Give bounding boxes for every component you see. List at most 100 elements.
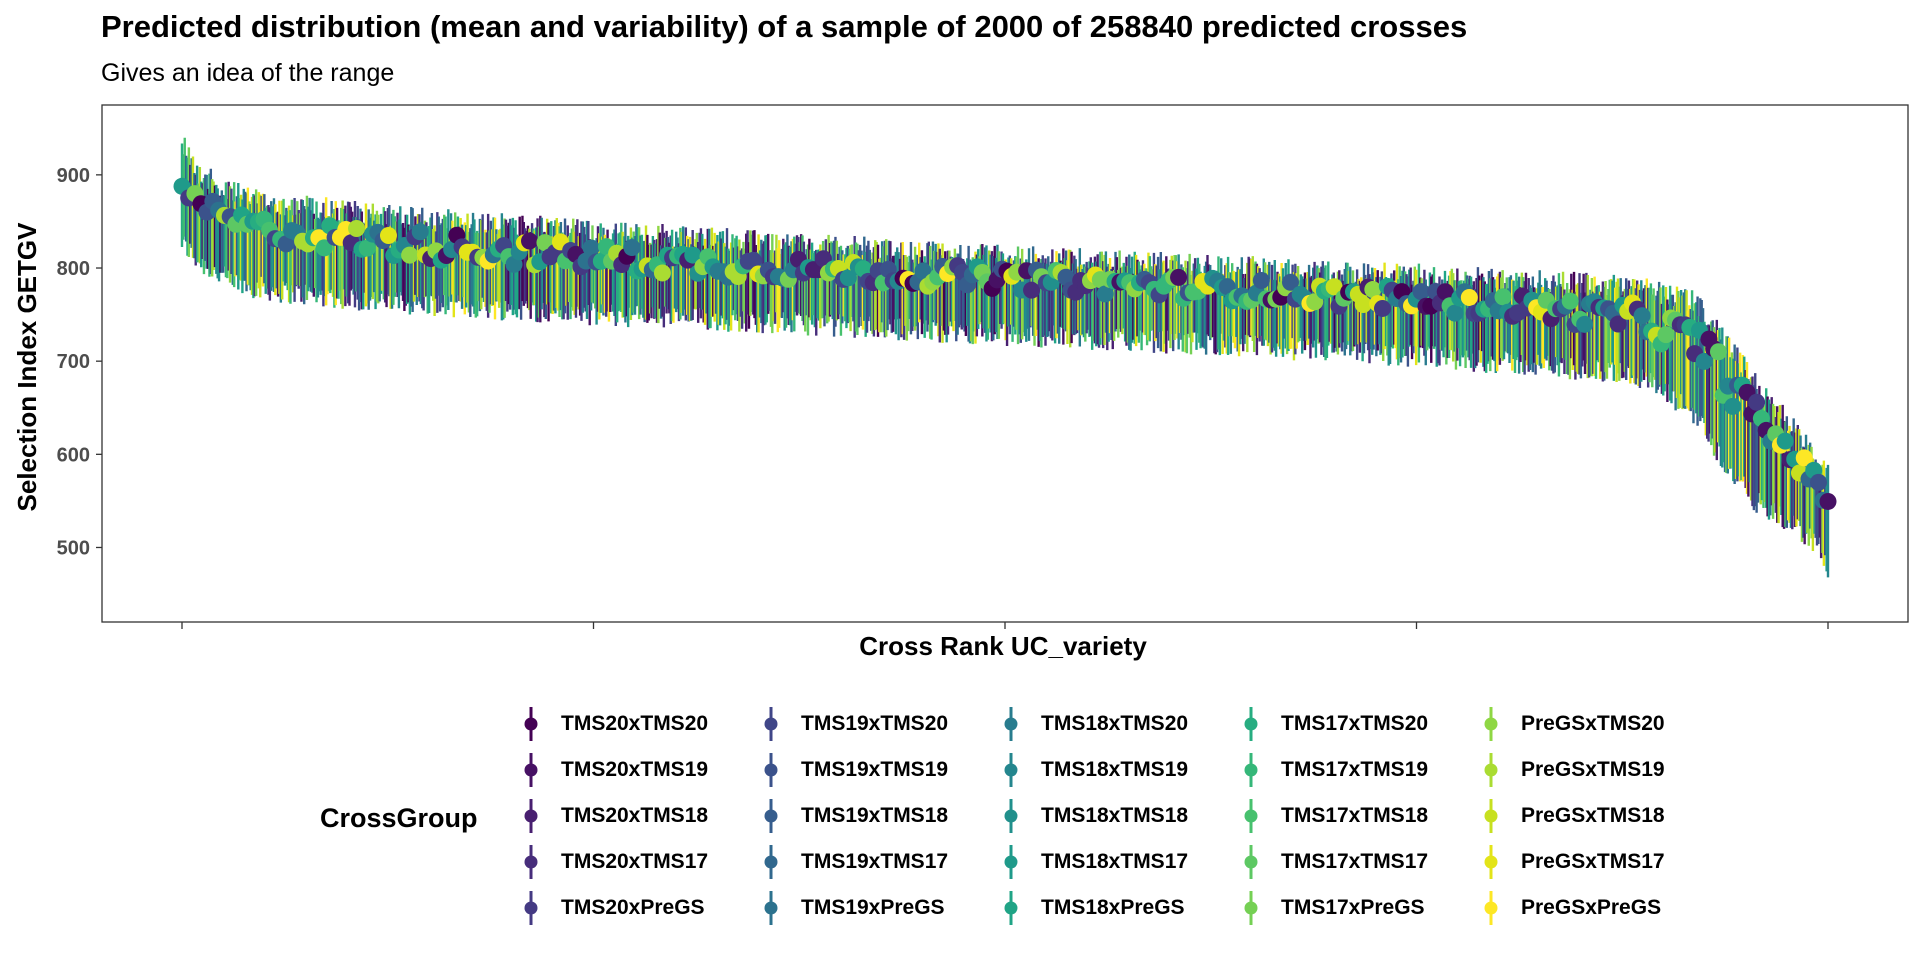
mean-point xyxy=(839,269,857,287)
mean-point xyxy=(1795,449,1813,467)
legend-label: TMS20xTMS20 xyxy=(561,712,709,735)
mean-point xyxy=(1446,304,1464,322)
legend-key xyxy=(1004,891,1018,925)
legend-key xyxy=(1004,753,1018,787)
mean-point xyxy=(1252,271,1270,289)
legend-label: TMS18xPreGS xyxy=(1041,896,1185,919)
legend-label: TMS20xTMS17 xyxy=(561,850,709,873)
legend-key xyxy=(1004,707,1018,741)
mean-points xyxy=(173,177,1837,510)
mean-point xyxy=(379,226,397,244)
mean-point xyxy=(1494,288,1512,306)
legend-item: TMS19xPreGS xyxy=(756,885,986,931)
legend-key-point xyxy=(1004,901,1018,915)
mean-point xyxy=(1709,343,1727,361)
mean-point xyxy=(1057,268,1075,286)
legend-key xyxy=(1484,753,1498,787)
legend-label: PreGSxTMS20 xyxy=(1521,712,1665,735)
legend-title: CrossGroup xyxy=(320,803,478,833)
legend-item: TMS18xTMS18 xyxy=(996,793,1226,839)
mean-point xyxy=(1170,268,1188,286)
mean-point xyxy=(348,219,366,237)
y-tick-label: 800 xyxy=(57,258,90,280)
legend-key xyxy=(1244,799,1258,833)
legend-label: TMS19xTMS19 xyxy=(801,758,949,781)
mean-point xyxy=(1096,285,1114,303)
legend-key xyxy=(1244,753,1258,787)
mean-point xyxy=(914,262,932,280)
legend-key xyxy=(1484,891,1498,925)
legend-item: TMS17xTMS18 xyxy=(1236,793,1466,839)
mean-point xyxy=(411,223,429,241)
legend-key-point xyxy=(764,809,778,823)
legend-key-point xyxy=(524,855,538,869)
chart-title: Predicted distribution (mean and variabi… xyxy=(101,9,1468,44)
mean-point xyxy=(1633,307,1651,325)
legend-label: TMS18xTMS19 xyxy=(1041,758,1189,781)
legend-key-point xyxy=(524,809,538,823)
mean-point xyxy=(1576,315,1594,333)
legend-key-point xyxy=(764,855,778,869)
legend-key-point xyxy=(1484,809,1498,823)
legend-key-point xyxy=(1244,809,1258,823)
legend-key-point xyxy=(1484,717,1498,731)
mean-point xyxy=(1281,273,1299,291)
mean-point xyxy=(623,239,641,257)
legend-item: TMS17xPreGS xyxy=(1236,885,1466,931)
legend-key-point xyxy=(1244,717,1258,731)
legend-key xyxy=(764,891,778,925)
legend-item: TMS20xPreGS xyxy=(516,885,746,931)
legend-item: TMS19xTMS19 xyxy=(756,747,986,793)
legend-key-point xyxy=(764,901,778,915)
legend-key-point xyxy=(764,717,778,731)
legend-label: TMS20xTMS19 xyxy=(561,758,709,781)
legend-item: PreGSxTMS17 xyxy=(1476,839,1706,885)
chart-subtitle: Gives an idea of the range xyxy=(101,59,395,87)
legend-item: TMS18xTMS20 xyxy=(996,701,1226,747)
legend-label: TMS17xTMS18 xyxy=(1281,804,1429,827)
mean-point xyxy=(1460,289,1478,307)
y-tick-label: 900 xyxy=(57,165,90,187)
mean-point xyxy=(1724,397,1742,415)
legend-key-point xyxy=(1004,855,1018,869)
legend-key xyxy=(524,845,538,879)
legend-key xyxy=(1244,891,1258,925)
mean-point xyxy=(744,251,762,269)
legend-label: TMS19xTMS18 xyxy=(801,804,949,827)
legend-label: TMS19xTMS20 xyxy=(801,712,949,735)
mean-point xyxy=(1748,393,1766,411)
mean-point xyxy=(1023,281,1041,299)
legend-key-point xyxy=(1244,901,1258,915)
legend-key-point xyxy=(764,763,778,777)
legend-label: TMS17xTMS20 xyxy=(1281,712,1429,735)
y-tick-label: 700 xyxy=(57,351,90,373)
legend-key xyxy=(764,799,778,833)
mean-point xyxy=(1561,292,1579,310)
mean-point xyxy=(1609,315,1627,333)
mean-point xyxy=(1776,432,1794,450)
legend-item: TMS18xTMS17 xyxy=(996,839,1226,885)
legend-item: TMS19xTMS17 xyxy=(756,839,986,885)
legend-item: TMS18xPreGS xyxy=(996,885,1226,931)
mean-point xyxy=(1436,283,1454,301)
mean-point xyxy=(653,264,671,282)
mean-point xyxy=(1325,278,1343,296)
legend-key xyxy=(524,753,538,787)
legend-key xyxy=(524,891,538,925)
mean-point xyxy=(1364,281,1382,299)
legend-item: TMS19xTMS18 xyxy=(756,793,986,839)
legend-key-point xyxy=(524,763,538,777)
legend-label: TMS17xTMS17 xyxy=(1281,850,1429,873)
y-axis-label: Selection Index GETGV xyxy=(12,222,42,512)
legend-key-point xyxy=(1244,855,1258,869)
legend-key xyxy=(764,845,778,879)
legend-item: TMS19xTMS20 xyxy=(756,701,986,747)
mean-point xyxy=(1819,492,1837,510)
legend-key-point xyxy=(1244,763,1258,777)
mean-point xyxy=(1412,283,1430,301)
mean-point xyxy=(277,235,295,253)
legend-key xyxy=(524,707,538,741)
legend-key-point xyxy=(1484,763,1498,777)
mean-point xyxy=(1657,326,1675,344)
